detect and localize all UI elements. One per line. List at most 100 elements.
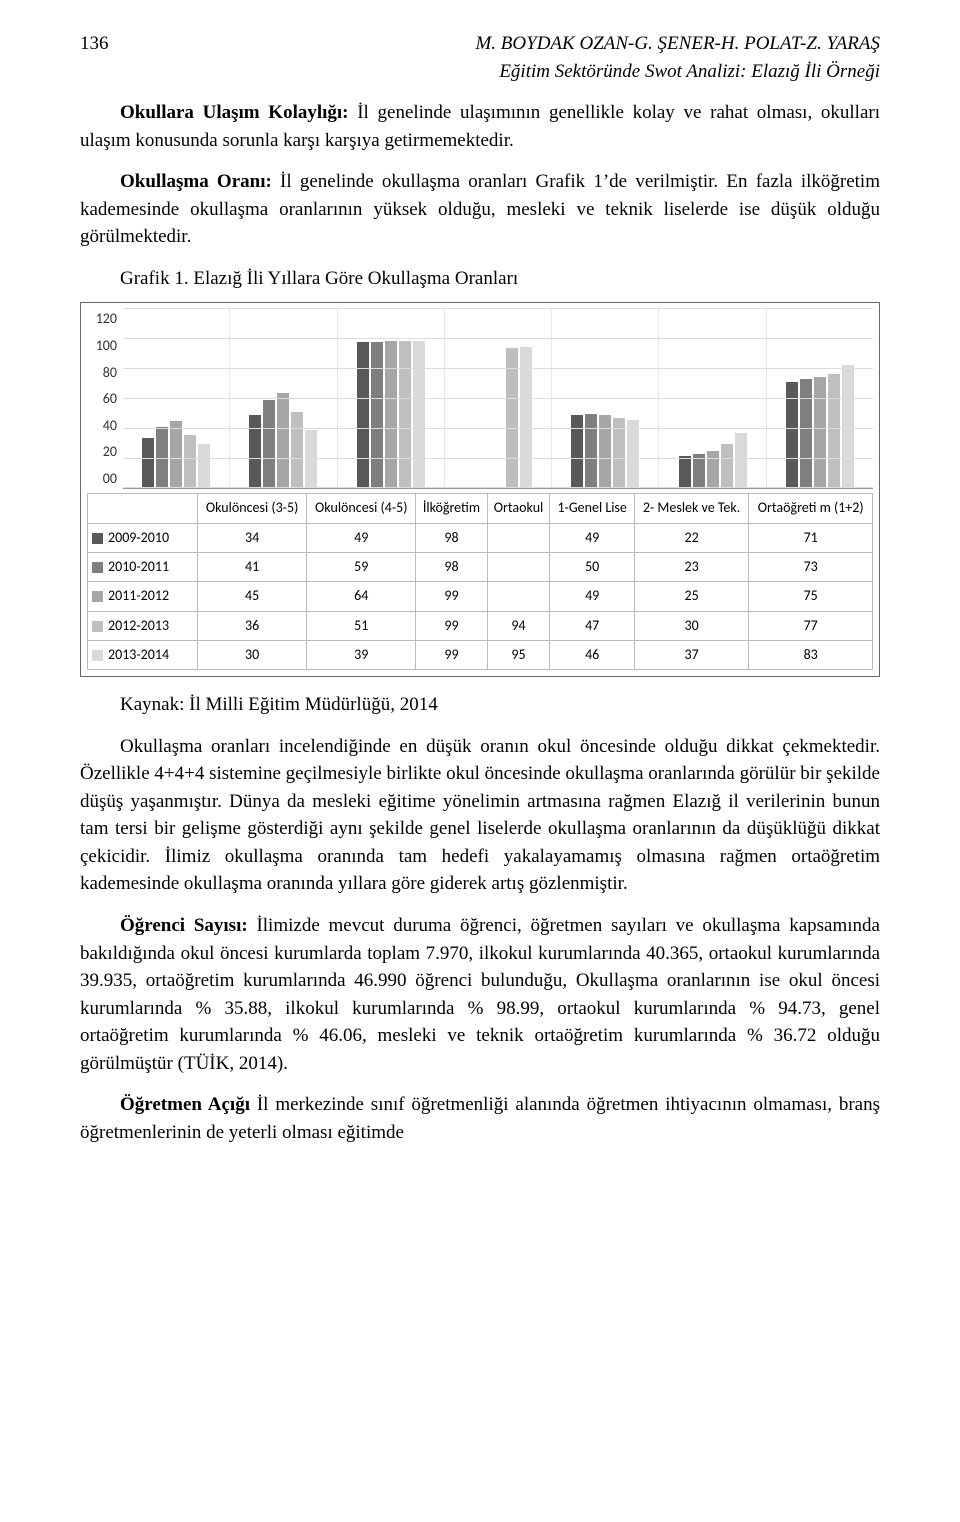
chart-bar bbox=[693, 454, 705, 488]
series-label: 2013-2014 bbox=[108, 646, 169, 663]
y-tick-label: 80 bbox=[87, 363, 117, 383]
chart-title-rest: Elazığ İli Yıllara Göre Okullaşma Oranla… bbox=[189, 268, 519, 289]
table-cell: 39 bbox=[307, 640, 416, 669]
table-column-header: Okulöncesi (3-5) bbox=[198, 494, 307, 523]
y-tick-label: 20 bbox=[87, 442, 117, 462]
legend-swatch bbox=[92, 591, 103, 602]
paragraph-4: Öğrenci Sayısı: İlimizde mevcut duruma ö… bbox=[80, 912, 880, 1077]
chart-bar bbox=[357, 342, 369, 488]
table-cell: 41 bbox=[198, 552, 307, 581]
table-cell: 49 bbox=[550, 523, 634, 552]
page-header: 136 M. BOYDAK OZAN-G. ŞENER-H. POLAT-Z. … bbox=[80, 30, 880, 85]
table-column-header: 2- Meslek ve Tek. bbox=[634, 494, 749, 523]
chart-bar bbox=[263, 400, 275, 488]
chart-bar bbox=[679, 456, 691, 489]
table-row-label: 2010-2011 bbox=[88, 552, 198, 581]
legend-swatch bbox=[92, 533, 103, 544]
chart-bar bbox=[277, 393, 289, 488]
gridline bbox=[123, 368, 873, 369]
table-cell: 45 bbox=[198, 582, 307, 611]
gridline bbox=[123, 338, 873, 339]
table-cell: 51 bbox=[307, 611, 416, 640]
chart-container: 120 100 80 60 40 20 00 Okulöncesi (3-5)Okulönc… bbox=[80, 302, 880, 677]
chart-bar bbox=[506, 348, 518, 488]
chart-bar bbox=[721, 444, 733, 489]
chart-category-group bbox=[229, 309, 336, 488]
chart-bar bbox=[399, 341, 411, 489]
table-column-header: Okulöncesi (4-5) bbox=[307, 494, 416, 523]
para2-bold: Okullaşma Oranı: bbox=[120, 171, 272, 192]
table-cell bbox=[487, 523, 550, 552]
table-cell: 94 bbox=[487, 611, 550, 640]
table-cell: 46 bbox=[550, 640, 634, 669]
chart-plot-area bbox=[123, 309, 873, 489]
chart-category-group bbox=[551, 309, 658, 488]
table-cell: 98 bbox=[416, 523, 487, 552]
legend-swatch bbox=[92, 650, 103, 661]
table-cell: 23 bbox=[634, 552, 749, 581]
para5-bold: Öğretmen Açığı bbox=[120, 1094, 250, 1115]
chart-category-group bbox=[123, 309, 229, 488]
table-cell: 95 bbox=[487, 640, 550, 669]
table-cell: 47 bbox=[550, 611, 634, 640]
chart-bar bbox=[184, 435, 196, 489]
series-label: 2010-2011 bbox=[108, 558, 169, 575]
y-tick-label: 00 bbox=[87, 469, 117, 489]
para1-bold: Okullara Ulaşım Kolaylığı: bbox=[120, 102, 349, 123]
table-cell: 99 bbox=[416, 640, 487, 669]
series-label: 2009-2010 bbox=[108, 529, 169, 546]
para4-rest: İlimizde mevcut duruma öğrenci, öğretmen… bbox=[80, 915, 880, 1074]
gridline bbox=[123, 398, 873, 399]
chart-y-axis: 120 100 80 60 40 20 00 bbox=[87, 309, 123, 489]
chart-bar bbox=[735, 433, 747, 488]
table-row-label: 2012-2013 bbox=[88, 611, 198, 640]
legend-swatch bbox=[92, 562, 103, 573]
table-cell: 34 bbox=[198, 523, 307, 552]
chart-bar bbox=[585, 414, 597, 489]
series-label: 2011-2012 bbox=[108, 587, 169, 604]
y-tick-label: 60 bbox=[87, 389, 117, 409]
table-column-header: İlköğretim bbox=[416, 494, 487, 523]
gridline bbox=[123, 458, 873, 459]
chart-bar bbox=[599, 415, 611, 488]
y-tick-label: 100 bbox=[87, 336, 117, 356]
table-cell: 73 bbox=[749, 552, 873, 581]
table-cell bbox=[487, 552, 550, 581]
chart-category-group bbox=[337, 309, 444, 488]
legend-swatch bbox=[92, 621, 103, 632]
table-cell: 77 bbox=[749, 611, 873, 640]
chart-bar bbox=[800, 379, 812, 488]
chart-bar bbox=[291, 412, 303, 488]
paragraph-2: Okullaşma Oranı: İl genelinde okullaşma … bbox=[80, 168, 880, 251]
chart-bar bbox=[842, 365, 854, 489]
chart-bar bbox=[413, 341, 425, 489]
chart-bar bbox=[828, 374, 840, 489]
chart-bar bbox=[371, 342, 383, 488]
table-cell: 99 bbox=[416, 582, 487, 611]
table-cell: 36 bbox=[198, 611, 307, 640]
table-cell: 50 bbox=[550, 552, 634, 581]
table-cell: 25 bbox=[634, 582, 749, 611]
para4-bold: Öğrenci Sayısı: bbox=[120, 915, 248, 936]
chart-category-group bbox=[444, 309, 551, 488]
table-cell: 99 bbox=[416, 611, 487, 640]
chart-bars-row bbox=[123, 309, 873, 488]
table-cell: 37 bbox=[634, 640, 749, 669]
table-cell: 30 bbox=[634, 611, 749, 640]
table-row-label: 2011-2012 bbox=[88, 582, 198, 611]
table-corner-cell bbox=[88, 494, 198, 523]
chart-bar bbox=[385, 341, 397, 489]
header-authors: M. BOYDAK OZAN-G. ŞENER-H. POLAT-Z. YARA… bbox=[475, 33, 880, 54]
y-tick-label: 120 bbox=[87, 309, 117, 329]
chart-plot: 120 100 80 60 40 20 00 bbox=[87, 309, 873, 489]
table-cell: 75 bbox=[749, 582, 873, 611]
chart-bar bbox=[198, 444, 210, 489]
table-column-header: Ortaokul bbox=[487, 494, 550, 523]
chart-category-group bbox=[766, 309, 873, 488]
chart-title: Grafik 1. Elazığ İli Yıllara Göre Okulla… bbox=[80, 265, 880, 293]
header-subtitle: Eğitim Sektöründe Swot Analizi: Elazığ İ… bbox=[499, 61, 880, 82]
chart-bar bbox=[249, 415, 261, 488]
table-row-label: 2009-2010 bbox=[88, 523, 198, 552]
chart-bar bbox=[627, 420, 639, 489]
y-tick-label: 40 bbox=[87, 416, 117, 436]
